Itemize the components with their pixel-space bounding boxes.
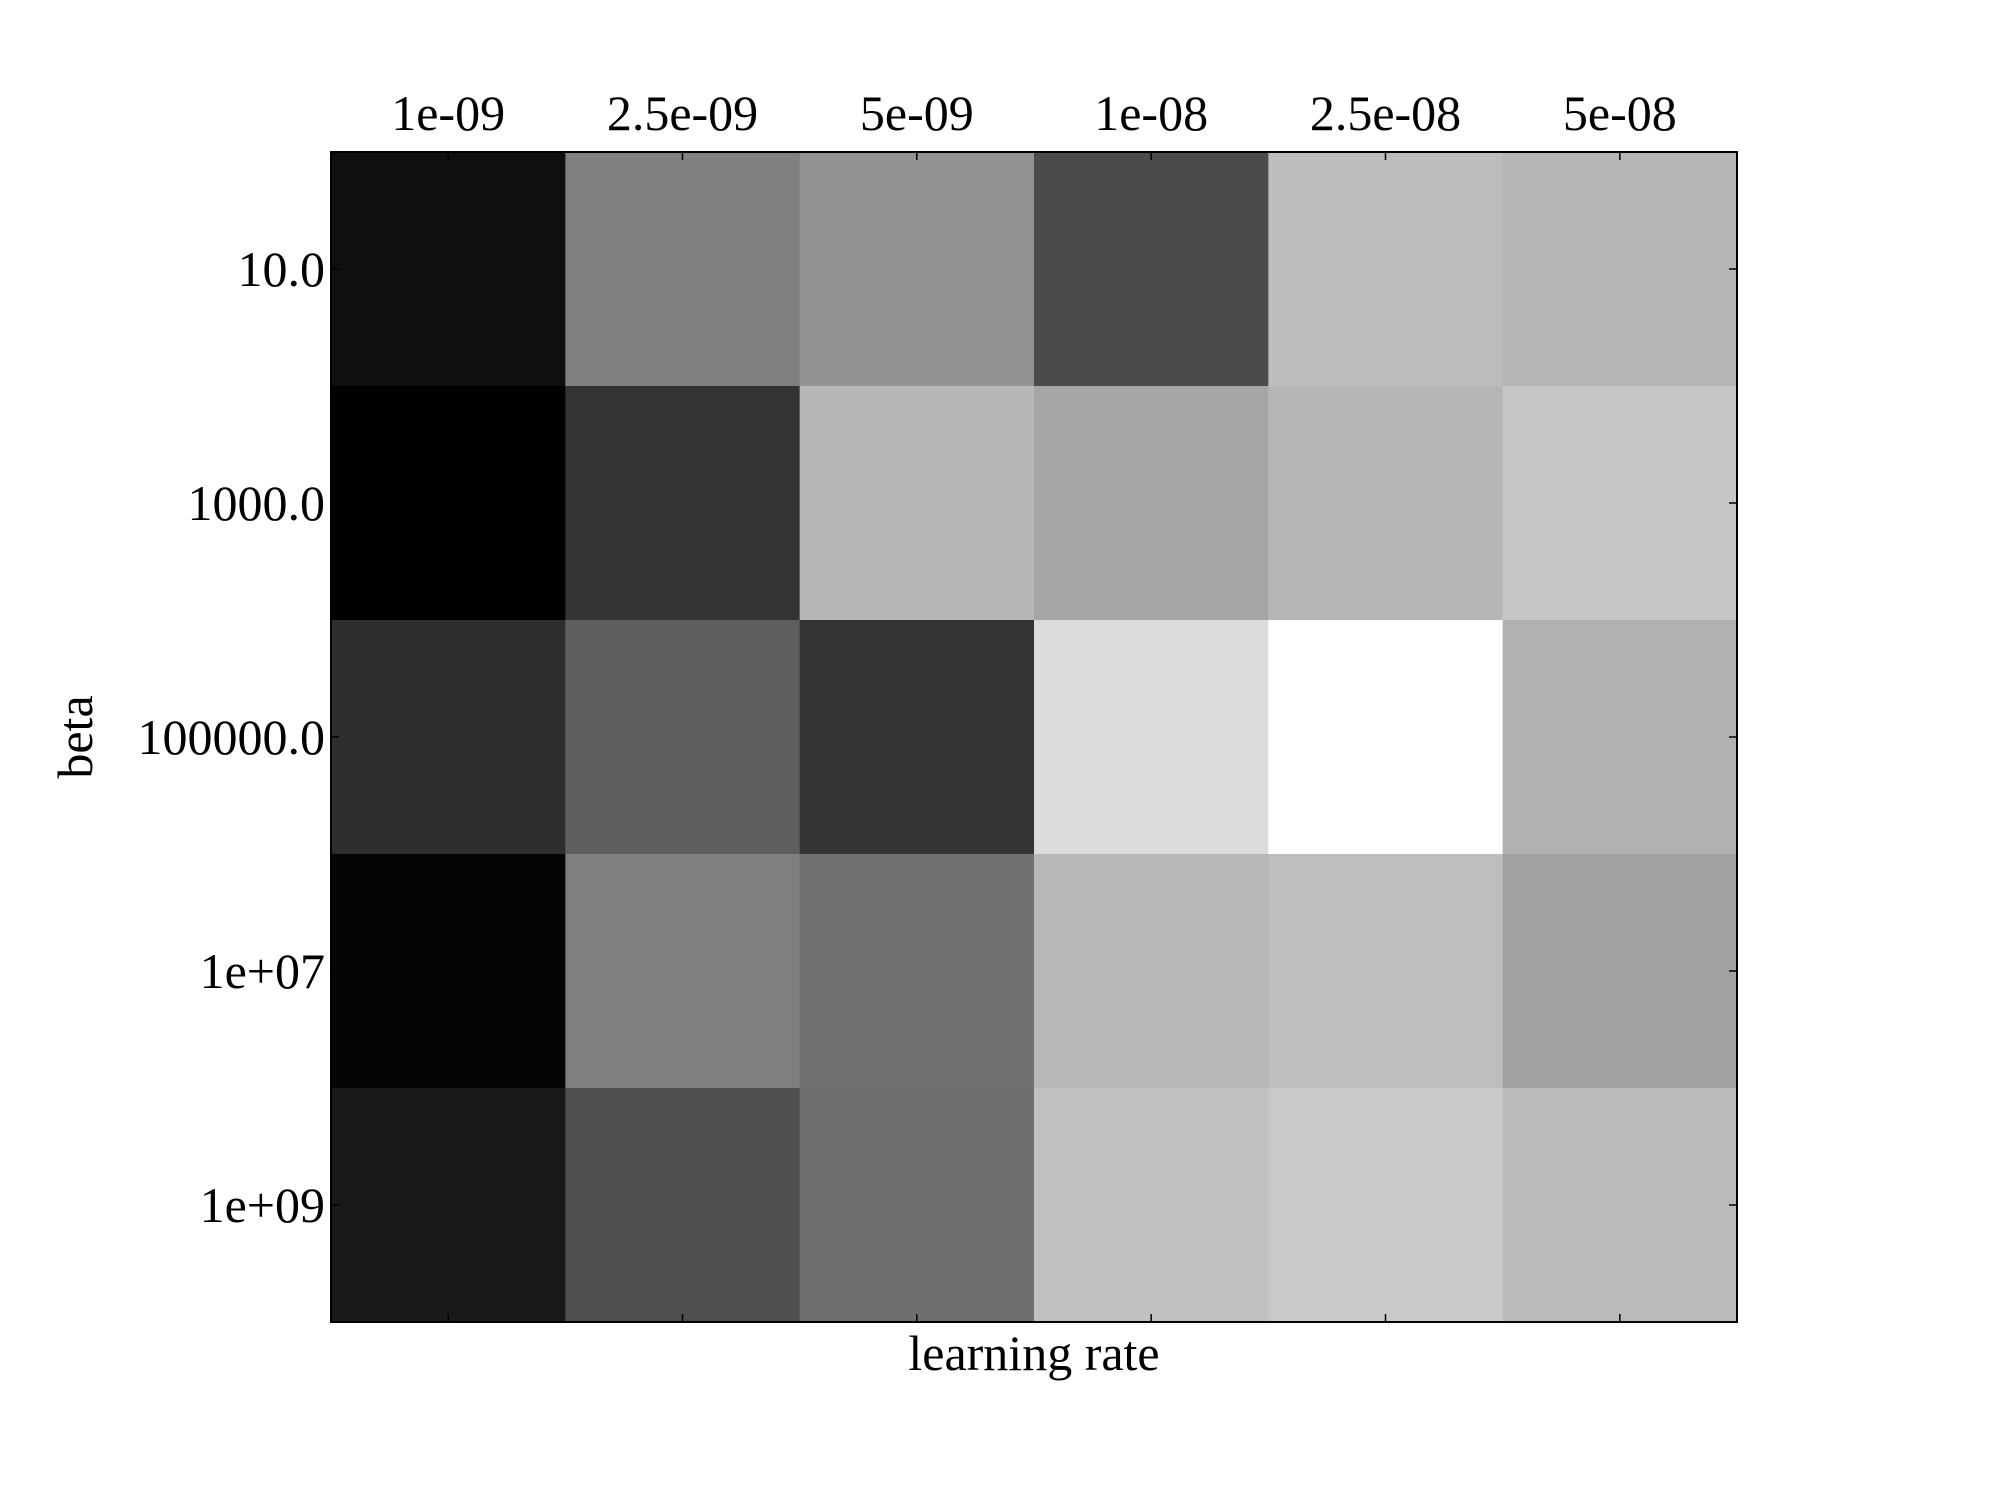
x-tick-label: 5e-08 bbox=[1563, 85, 1677, 141]
x-tick-label: 1e-08 bbox=[1094, 85, 1208, 141]
heatmap-cell bbox=[565, 854, 801, 1089]
heatmap-cell bbox=[799, 620, 1035, 855]
plot-frame bbox=[330, 151, 1738, 1323]
heatmap-cell bbox=[799, 1088, 1035, 1323]
heatmap-cell bbox=[1268, 1088, 1504, 1323]
x-tick-label: 2.5e-09 bbox=[607, 85, 758, 141]
heatmap-cell bbox=[1034, 854, 1269, 1089]
heatmap-cell bbox=[1268, 620, 1504, 855]
heatmap-cell bbox=[1502, 152, 1738, 387]
heatmap-cell bbox=[565, 386, 801, 621]
heatmap-cell bbox=[799, 386, 1035, 621]
heatmap-cell bbox=[565, 620, 801, 855]
heatmap-cell bbox=[1034, 386, 1269, 621]
heatmap-cell bbox=[331, 1088, 566, 1323]
heatmap-cell bbox=[1268, 854, 1504, 1089]
heatmap-cell bbox=[331, 152, 566, 387]
heatmap-cell bbox=[331, 386, 566, 621]
x-tick-label: 5e-09 bbox=[860, 85, 974, 141]
heatmap-cell bbox=[1502, 620, 1738, 855]
y-tick-label: 10.0 bbox=[238, 241, 326, 297]
heatmap-cell bbox=[331, 620, 566, 855]
y-tick-label: 1e+07 bbox=[200, 943, 325, 999]
heatmap-cell bbox=[1502, 1088, 1738, 1323]
heatmap-cell bbox=[799, 152, 1035, 387]
heatmap-cell bbox=[1502, 854, 1738, 1089]
heatmap-cell bbox=[1034, 152, 1269, 387]
heatmap-cell bbox=[565, 1088, 801, 1323]
heatmap-cell bbox=[1502, 386, 1738, 621]
y-tick-labels: 10.0 1000.0 100000.0 1e+07 1e+09 bbox=[138, 241, 326, 1233]
heatmap-cell bbox=[1268, 386, 1504, 621]
heatmap-cell bbox=[331, 854, 566, 1089]
heatmap-cell bbox=[1034, 1088, 1269, 1323]
y-tick-label: 1000.0 bbox=[188, 475, 326, 531]
heatmap-cell bbox=[799, 854, 1035, 1089]
heatmap-cell bbox=[1034, 620, 1269, 855]
x-axis-label: learning rate bbox=[908, 1325, 1159, 1381]
x-tick-labels: 1e-09 2.5e-09 5e-09 1e-08 2.5e-08 5e-08 bbox=[391, 85, 1677, 141]
heatmap-cells bbox=[331, 152, 1738, 1323]
axis-ticks bbox=[331, 152, 1737, 1322]
heatmap-cell bbox=[565, 152, 801, 387]
x-tick-label: 1e-09 bbox=[391, 85, 505, 141]
y-tick-label: 100000.0 bbox=[138, 709, 326, 765]
heatmap-cell bbox=[1268, 152, 1504, 387]
y-axis-label: beta bbox=[47, 695, 103, 778]
y-tick-label: 1e+09 bbox=[200, 1177, 325, 1233]
x-tick-label: 2.5e-08 bbox=[1310, 85, 1461, 141]
